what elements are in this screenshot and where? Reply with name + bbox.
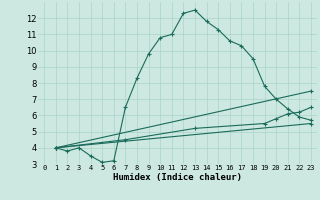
X-axis label: Humidex (Indice chaleur): Humidex (Indice chaleur) bbox=[113, 173, 242, 182]
